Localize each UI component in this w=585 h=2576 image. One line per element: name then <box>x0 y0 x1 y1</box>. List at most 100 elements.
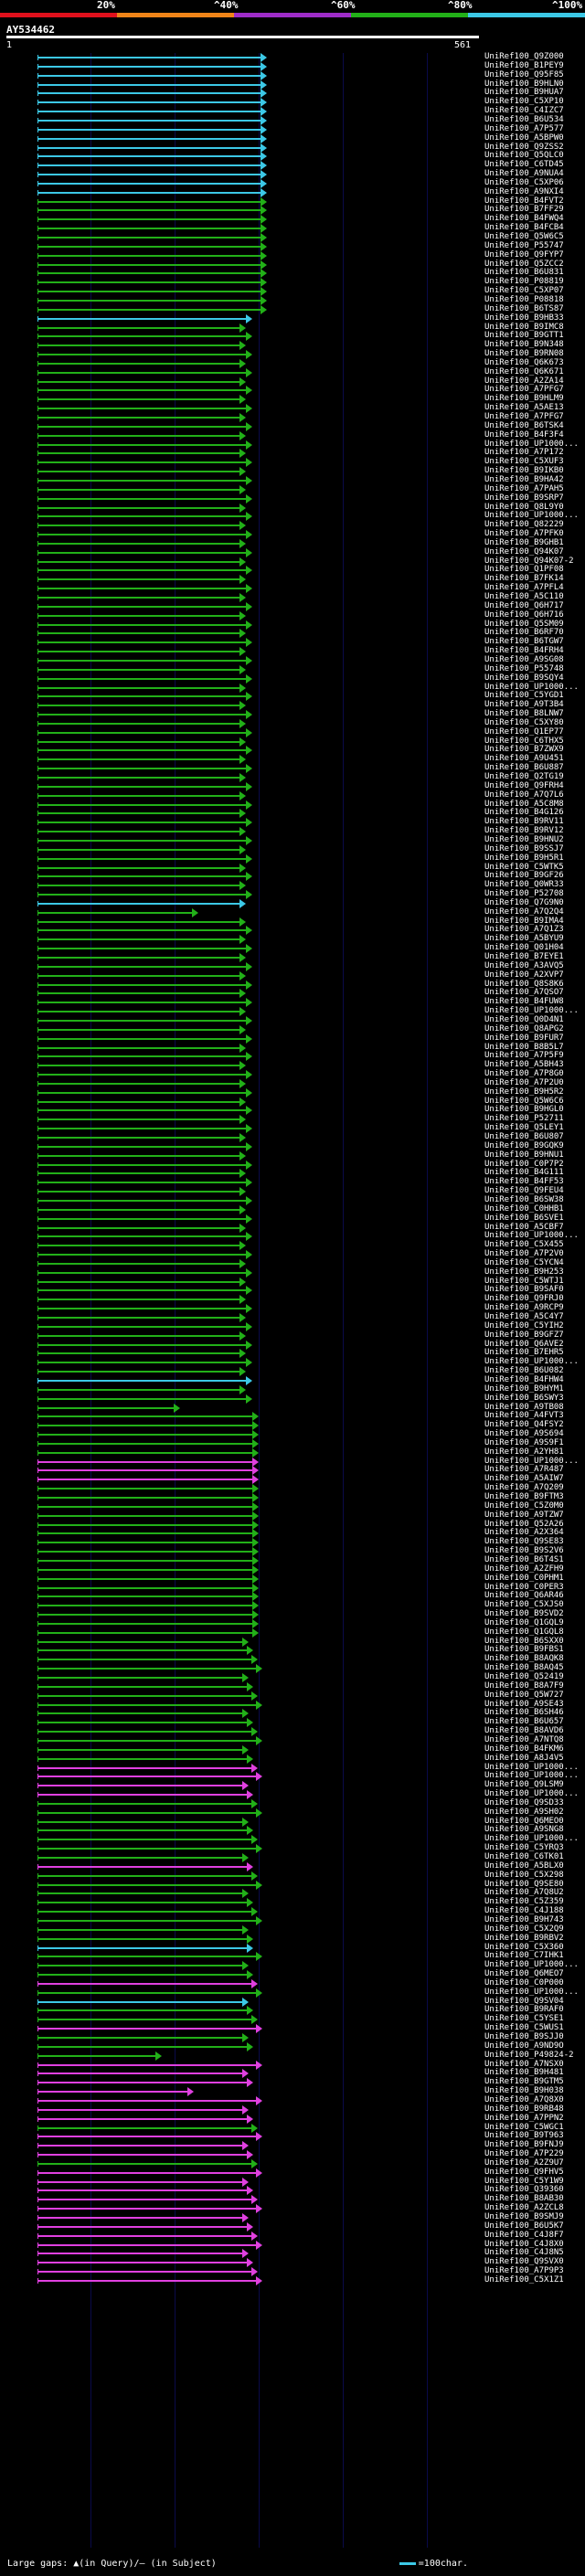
hit-row[interactable] <box>37 575 246 585</box>
hit-row[interactable] <box>37 493 252 504</box>
hit-row[interactable] <box>37 1673 249 1683</box>
hit-label[interactable]: UniRef100_Q01H04 <box>484 943 564 953</box>
hit-label[interactable]: UniRef100_Q52A26 <box>484 1519 564 1529</box>
hit-label[interactable]: UniRef100_Q9LSM9 <box>484 1780 564 1790</box>
hit-label[interactable]: UniRef100_Q5SM09 <box>484 619 564 629</box>
hit-row[interactable] <box>37 1853 249 1863</box>
hit-row[interactable] <box>37 638 252 648</box>
hit-row[interactable] <box>37 1574 259 1585</box>
hit-row[interactable] <box>37 1043 246 1054</box>
hit-label[interactable]: UniRef100_B6U807 <box>484 1132 564 1141</box>
hit-row[interactable] <box>37 1861 253 1872</box>
hit-row[interactable] <box>37 269 267 279</box>
hit-row[interactable] <box>37 1637 249 1648</box>
hit-row[interactable] <box>37 610 246 621</box>
hit-label[interactable]: UniRef100_A9SH02 <box>484 1807 564 1817</box>
hit-label[interactable]: UniRef100_B9SMJ9 <box>484 2212 564 2221</box>
hit-row[interactable] <box>37 647 246 657</box>
hit-label[interactable]: UniRef100_B6SWY3 <box>484 1393 564 1403</box>
hit-row[interactable] <box>37 989 246 999</box>
hit-row[interactable] <box>37 206 267 216</box>
hit-row[interactable] <box>37 1664 262 1674</box>
hit-label[interactable]: UniRef100_Q8L9Y0 <box>484 502 564 512</box>
hit-row[interactable] <box>37 629 246 639</box>
hit-row[interactable] <box>37 1034 252 1044</box>
hit-row[interactable] <box>37 1466 259 1476</box>
hit-label[interactable]: UniRef100_B9IKB0 <box>484 466 564 476</box>
hit-row[interactable] <box>37 124 267 135</box>
hit-row[interactable] <box>37 1070 252 1080</box>
hit-row[interactable] <box>37 1214 252 1224</box>
hit-row[interactable] <box>37 1907 258 1917</box>
hit-label[interactable]: UniRef100_Q1EP77 <box>484 726 564 737</box>
hit-label[interactable]: UniRef100_B6U5K7 <box>484 2221 564 2231</box>
hit-row[interactable] <box>37 1187 246 1197</box>
hit-label[interactable]: UniRef100_Q8S8K6 <box>484 979 564 989</box>
hit-label[interactable]: UniRef100_Q0D4N1 <box>484 1014 564 1024</box>
hit-row[interactable] <box>37 143 267 154</box>
hit-row[interactable] <box>37 386 252 396</box>
hit-label[interactable]: UniRef100_A7QSO7 <box>484 988 564 998</box>
hit-label[interactable]: UniRef100_B9H743 <box>484 1914 564 1924</box>
hit-label[interactable]: UniRef100_B9H038 <box>484 2086 564 2096</box>
hit-label[interactable]: UniRef100_P52708 <box>484 889 564 899</box>
hit-row[interactable] <box>37 2231 258 2242</box>
hit-row[interactable] <box>37 557 246 567</box>
hit-row[interactable] <box>37 907 198 918</box>
hit-label[interactable]: UniRef100_A7P5F9 <box>484 1051 564 1061</box>
hit-row[interactable] <box>37 2221 253 2232</box>
hit-label[interactable]: UniRef100_Q9FYP7 <box>484 249 564 260</box>
hit-row[interactable] <box>37 512 252 522</box>
hit-label[interactable]: UniRef100_C4IZC7 <box>484 106 564 116</box>
hit-row[interactable] <box>37 2033 249 2043</box>
hit-row[interactable] <box>37 1538 259 1548</box>
hit-row[interactable] <box>37 2060 262 2071</box>
hit-row[interactable] <box>37 413 246 423</box>
hit-label[interactable]: UniRef100_B8B5L7 <box>484 1042 564 1052</box>
hit-row[interactable] <box>37 1430 259 1440</box>
hit-label[interactable]: UniRef100_A7P2V0 <box>484 1249 564 1259</box>
hit-label[interactable]: UniRef100_A9SE43 <box>484 1699 564 1709</box>
hit-label[interactable]: UniRef100_P08818 <box>484 294 564 304</box>
hit-row[interactable] <box>37 1421 259 1431</box>
hit-row[interactable] <box>37 2204 262 2214</box>
hit-row[interactable] <box>37 1241 246 1251</box>
hit-row[interactable] <box>37 98 267 108</box>
hit-label[interactable]: UniRef100_A9RCP9 <box>484 1303 564 1313</box>
hit-label[interactable]: UniRef100_Q9SD33 <box>484 1797 564 1807</box>
hit-label[interactable]: UniRef100_A7PFG7 <box>484 385 564 395</box>
hit-label[interactable]: UniRef100_Q6K673 <box>484 357 564 367</box>
hit-row[interactable] <box>37 170 267 180</box>
hit-row[interactable] <box>37 2213 249 2223</box>
hit-row[interactable] <box>37 718 246 729</box>
hit-label[interactable]: UniRef100_C5X298 <box>484 1870 564 1880</box>
hit-label[interactable]: UniRef100_UP1000... <box>484 1834 579 1844</box>
hit-label[interactable]: UniRef100_Q5QLC0 <box>484 151 564 161</box>
hit-row[interactable] <box>37 1601 259 1611</box>
hit-label[interactable]: UniRef100_Q82229 <box>484 520 564 530</box>
hit-row[interactable] <box>37 61 267 72</box>
hit-label[interactable]: UniRef100_C4J8F7 <box>484 2230 564 2240</box>
hit-row[interactable] <box>37 233 267 243</box>
hit-row[interactable] <box>37 970 246 981</box>
hit-label[interactable]: UniRef100_A7Q2Q4 <box>484 906 564 917</box>
hit-row[interactable] <box>37 1934 253 1945</box>
hit-row[interactable] <box>37 1150 246 1161</box>
hit-row[interactable] <box>37 800 252 811</box>
hit-row[interactable] <box>37 358 246 369</box>
hit-label[interactable]: UniRef100_C7IHK1 <box>484 1951 564 1961</box>
hit-label[interactable]: UniRef100_Q9SVX0 <box>484 2257 564 2267</box>
hit-row[interactable] <box>37 1511 259 1521</box>
hit-label[interactable]: UniRef100_C5XY80 <box>484 717 564 727</box>
hit-label[interactable]: UniRef100_C5X1Z1 <box>484 2274 564 2284</box>
hit-row[interactable] <box>37 2249 249 2259</box>
hit-label[interactable]: UniRef100_A7Q8X0 <box>484 2094 564 2104</box>
hit-label[interactable]: UniRef100_Q1GQL9 <box>484 1617 564 1627</box>
hit-row[interactable] <box>37 664 246 675</box>
hit-label[interactable]: UniRef100_P55748 <box>484 663 564 673</box>
hit-row[interactable] <box>37 1618 259 1629</box>
hit-label[interactable]: UniRef100_B9GTT1 <box>484 331 564 341</box>
hit-row[interactable] <box>37 755 246 765</box>
hit-row[interactable] <box>37 80 267 90</box>
hit-row[interactable] <box>37 241 267 252</box>
